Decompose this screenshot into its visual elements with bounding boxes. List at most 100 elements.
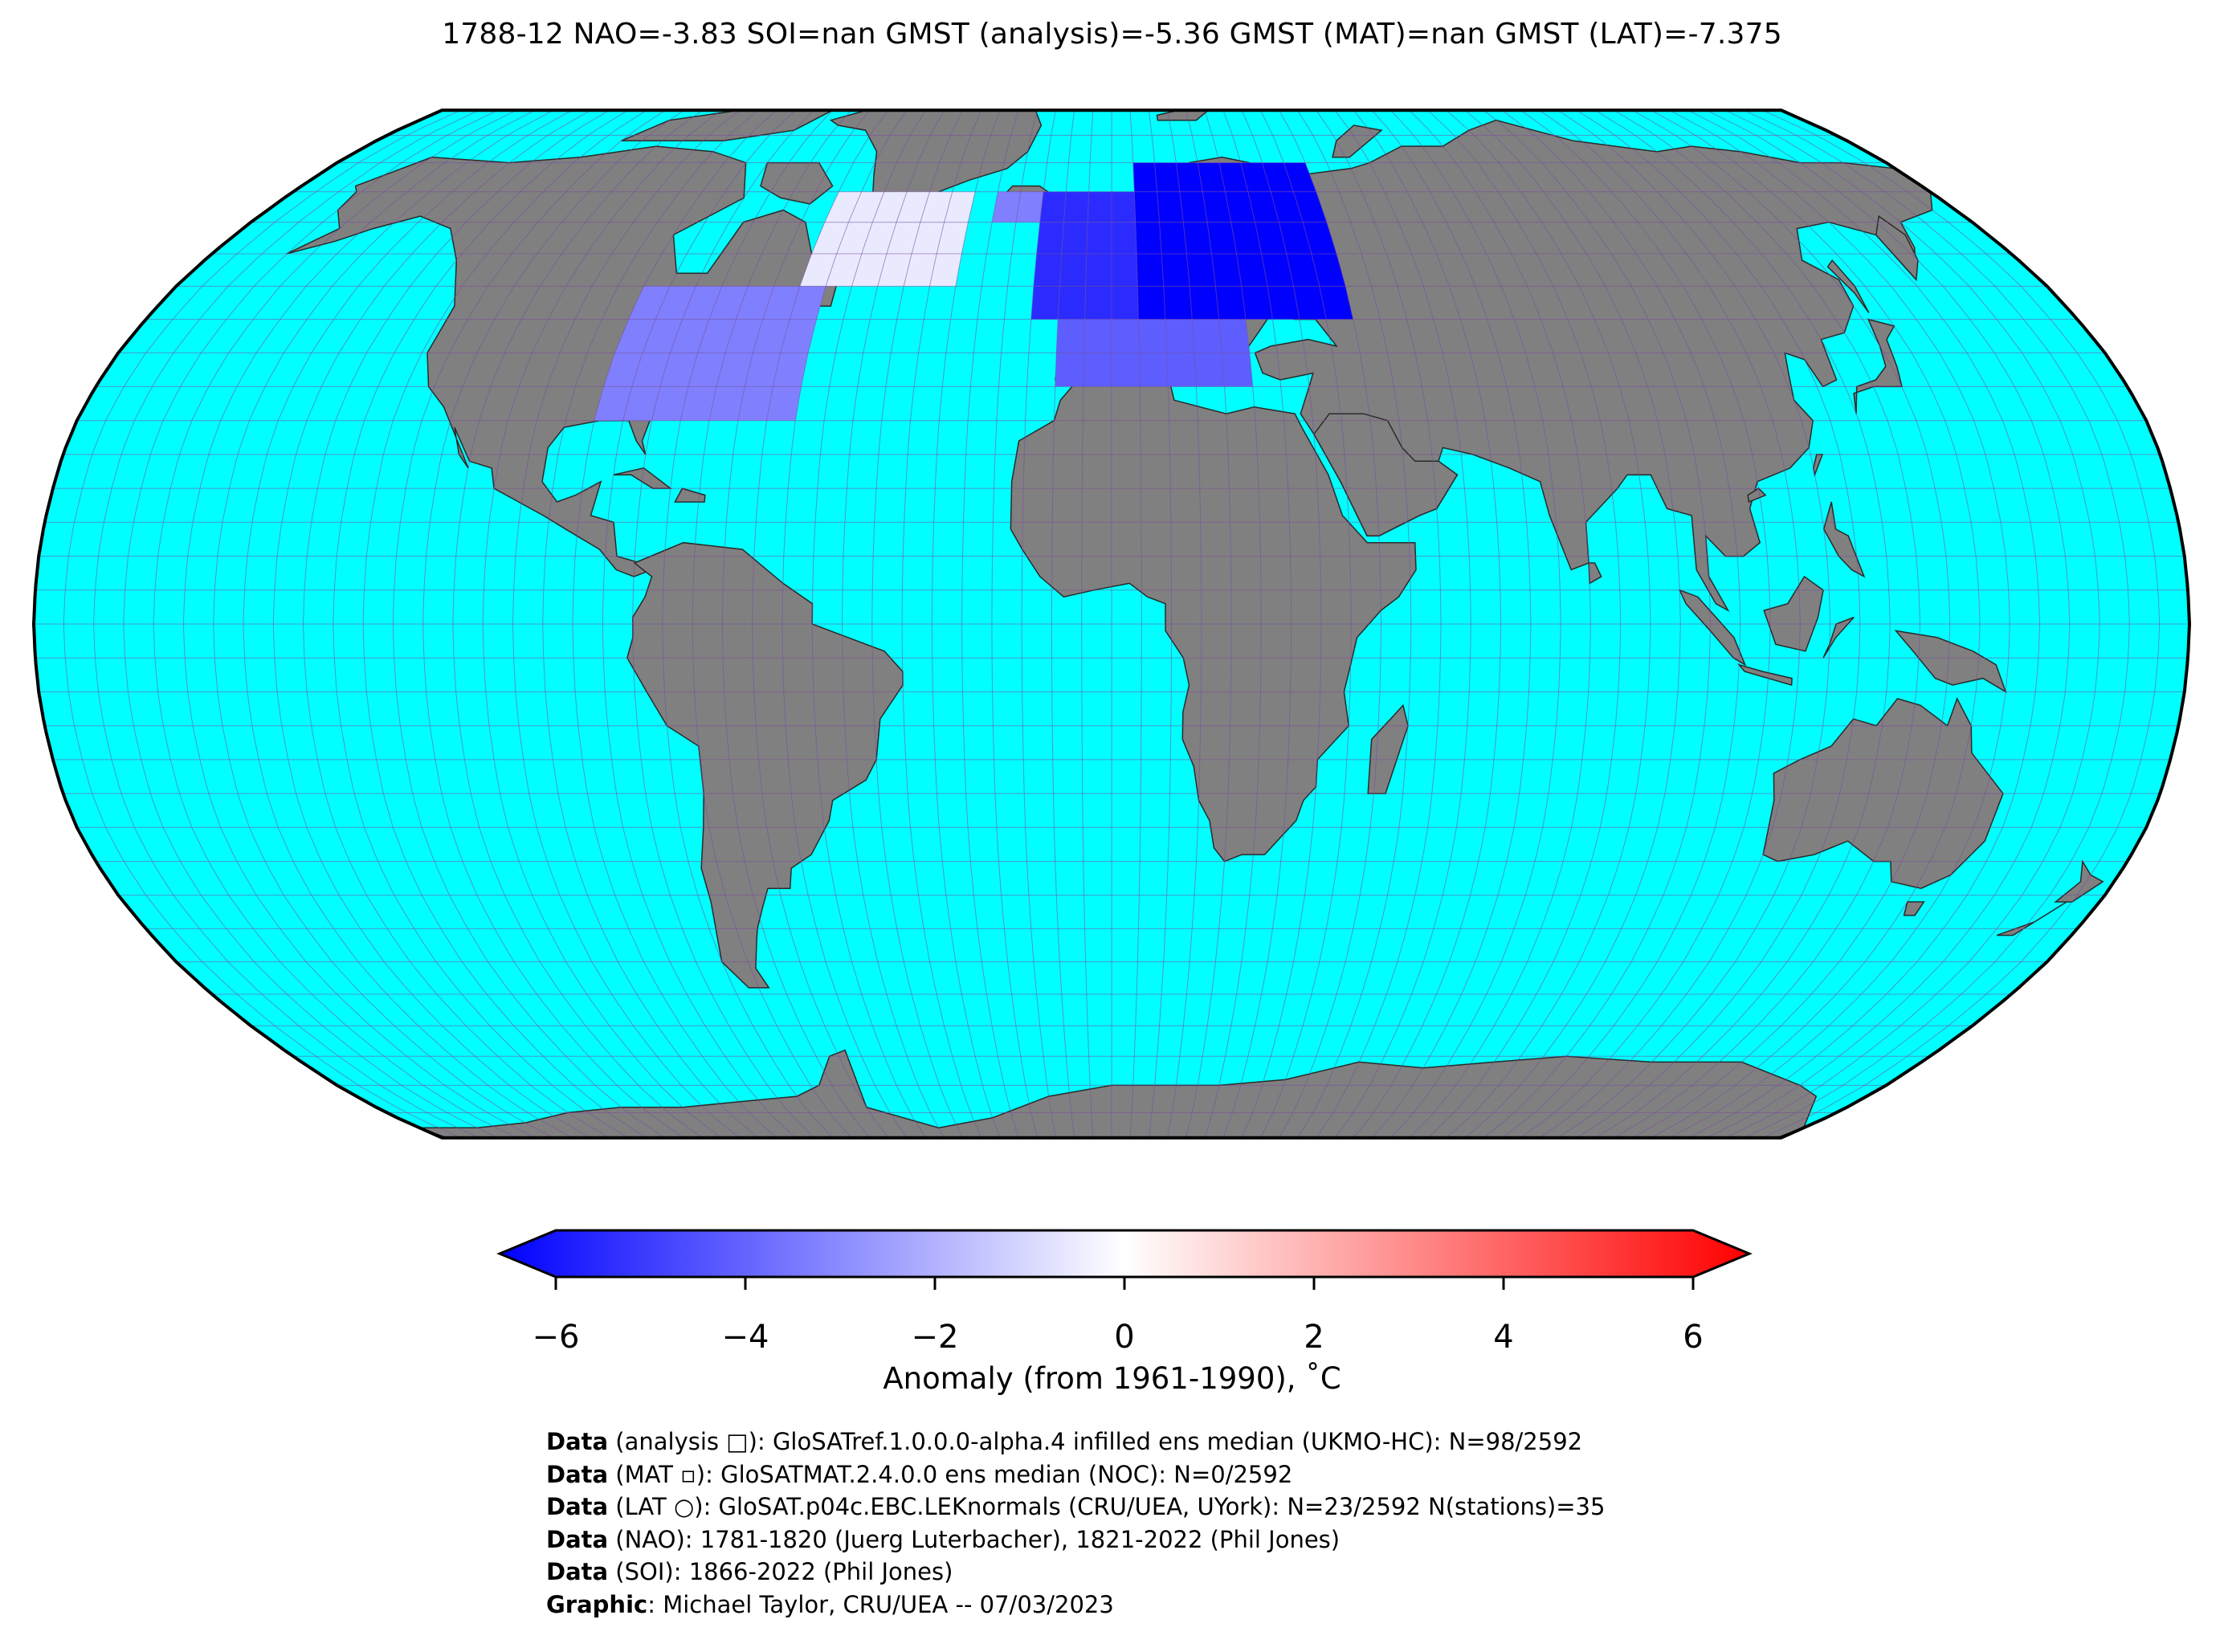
anomaly-cell (762, 286, 800, 320)
anomaly-cell (1165, 319, 1195, 353)
anomaly-cell (904, 254, 937, 287)
anomaly-cell (1267, 286, 1300, 320)
anomaly-cell (1261, 254, 1294, 287)
credit-key: Data (546, 1558, 609, 1585)
anomaly-cell (1157, 191, 1184, 222)
anomaly-cell (745, 353, 781, 387)
colorbar-tick-label: 6 (1683, 1319, 1704, 1356)
anomaly-cell (1198, 162, 1226, 192)
anomaly-cell (1163, 286, 1193, 320)
anomaly-cell (872, 191, 908, 222)
anomaly-cell (1139, 353, 1169, 387)
anomaly-cell (1112, 353, 1141, 387)
anomaly-cell (1112, 254, 1138, 287)
anomaly-cell (753, 319, 790, 353)
anomaly-cell (594, 386, 632, 421)
credit-line-analysis: Data (analysis □): GloSATref.1.0.0.0-alp… (546, 1426, 1605, 1458)
anomaly-cell (1286, 254, 1320, 287)
anomaly-cell (670, 319, 709, 353)
anomaly-cell (1061, 222, 1088, 254)
anomaly-cell (861, 222, 897, 254)
anomaly-cell (716, 353, 753, 387)
anomaly-cell (1222, 353, 1253, 387)
anomaly-region-0 (799, 191, 976, 287)
anomaly-cell (1176, 162, 1203, 192)
anomaly-cell (1159, 222, 1187, 254)
anomaly-region-1 (594, 286, 826, 421)
anomaly-cell (697, 319, 737, 353)
colorbar-label: Anomaly (from 1961-1990), ˚C (883, 1361, 1341, 1396)
anomaly-cell (680, 386, 716, 421)
anomaly-cell (736, 286, 774, 320)
anomaly-cell (655, 286, 696, 320)
anomaly-cell (1240, 162, 1271, 192)
land-masses (286, 110, 2104, 1138)
anomaly-cell (1255, 222, 1287, 254)
anomaly-cell (1279, 222, 1312, 254)
anomaly-cell (1088, 191, 1112, 222)
credit-line-graphic: Graphic: Michael Taylor, CRU/UEA -- 07/0… (546, 1589, 1605, 1621)
anomaly-cell (1084, 286, 1112, 320)
anomaly-cell (1236, 254, 1268, 287)
anomaly-cell (1271, 191, 1304, 222)
anomaly-cell (709, 386, 745, 421)
anomaly-cell (1112, 191, 1136, 222)
anomaly-cell (1132, 162, 1157, 192)
globe-outline (31, 108, 2192, 1140)
anomaly-cell (1055, 353, 1084, 387)
anomaly-cell (1262, 162, 1294, 192)
anomaly-cell (1085, 254, 1112, 287)
anomaly-cell (766, 386, 802, 421)
anomaly-cells (594, 162, 1353, 421)
anomaly-cell (826, 254, 862, 287)
credit-text: : Michael Taylor, CRU/UEA -- 07/03/2023 (647, 1590, 1114, 1618)
credit-text: (SOI): 1866-2022 (Phil Jones) (608, 1558, 953, 1585)
credit-text: (analysis □): GloSATref.1.0.0.0-alpha.4 … (608, 1428, 1583, 1455)
colorbar-tick-label: 2 (1304, 1319, 1324, 1356)
anomaly-cell (1215, 286, 1246, 320)
anomaly-cell (628, 286, 670, 320)
colorbar-tick-label: 4 (1493, 1319, 1514, 1356)
anomaly-cell (1033, 254, 1062, 287)
land-tasmania (1903, 901, 1925, 916)
anomaly-cell (851, 254, 887, 287)
anomaly-cell (1293, 286, 1327, 320)
land-new-guinea (1894, 630, 2007, 694)
anomaly-cell (1138, 319, 1167, 353)
anomaly-region-4 (1132, 162, 1353, 320)
anomaly-cell (1112, 286, 1139, 320)
map-title: 1788-12 NAO=-3.83 SOI=nan GMST (analysis… (442, 18, 1782, 51)
anomaly-cell (1230, 222, 1262, 254)
colorbar-tick-label: −2 (911, 1319, 959, 1356)
anomaly-cell (622, 386, 660, 421)
colorbar (496, 1229, 1753, 1290)
anomaly-cell (688, 353, 725, 387)
anomaly-cell (1154, 162, 1180, 192)
anomaly-cell (1166, 353, 1197, 387)
anomaly-cell (937, 222, 969, 254)
anomaly-cell (1058, 286, 1086, 320)
credit-key: Graphic (546, 1590, 648, 1618)
anomaly-cell (1207, 222, 1237, 254)
land-java (1737, 663, 1793, 686)
credit-key: Data (546, 1493, 609, 1520)
anomaly-cell (1241, 286, 1273, 320)
credit-text: (LAT ○): GloSAT.p04c.EBC.LEKnormals (CRU… (608, 1493, 1606, 1520)
anomaly-cell (1039, 191, 1067, 222)
credit-line-soi: Data (SOI): 1866-2022 (Phil Jones) (546, 1556, 1605, 1589)
anomaly-cell (1056, 319, 1085, 353)
anomaly-cell (1202, 191, 1231, 222)
land-north-america (286, 145, 826, 577)
credit-key: Data (546, 1525, 609, 1553)
anomaly-cell (1161, 254, 1190, 287)
anomaly-cell (1218, 319, 1250, 353)
credit-key: Data (546, 1460, 609, 1488)
anomaly-cell (1194, 353, 1225, 387)
colorbar-tick-label: −6 (532, 1319, 580, 1356)
anomaly-cell (1247, 191, 1279, 222)
anomaly-cell (1083, 319, 1112, 353)
credit-line-mat: Data (MAT ▫): GloSATMAT.2.4.0.0 ens medi… (546, 1458, 1605, 1491)
credit-text: (NAO): 1781-1820 (Juerg Luterbacher), 18… (608, 1525, 1341, 1553)
anomaly-cell (877, 254, 912, 287)
colorbar-tick-label: 0 (1114, 1319, 1135, 1356)
